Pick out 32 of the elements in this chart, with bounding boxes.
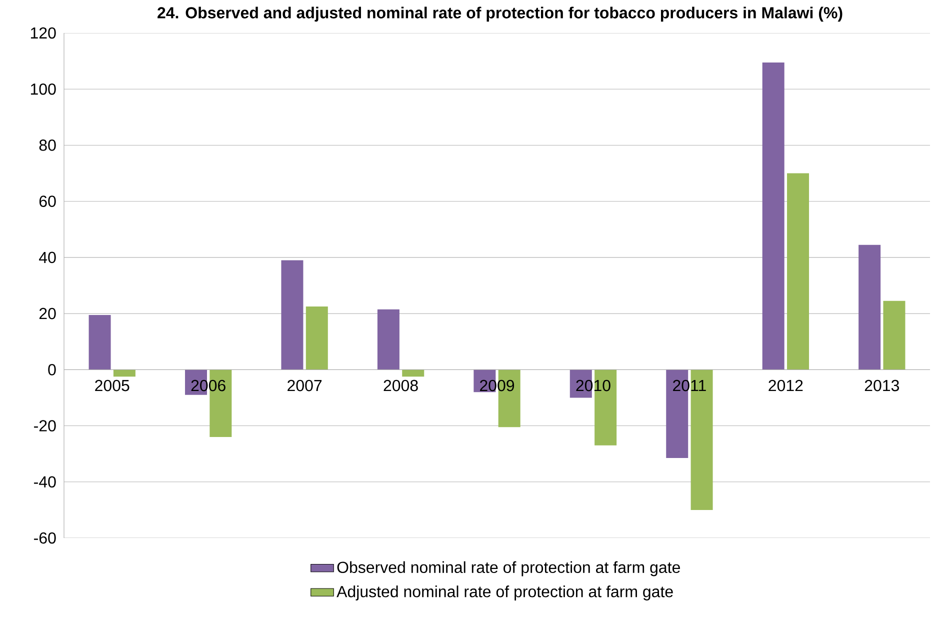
- bar: [762, 62, 784, 370]
- y-tick-label: 60: [39, 196, 56, 207]
- bar: [306, 306, 328, 370]
- x-tick-label: 2010: [576, 380, 610, 392]
- bar: [377, 309, 400, 370]
- x-tick-label: 2011: [673, 380, 706, 392]
- x-tick-label: 2008: [384, 380, 418, 392]
- legend-label: Adjusted nominal rate of protection at farm gate: [336, 586, 673, 600]
- y-tick-label: 20: [39, 308, 56, 320]
- x-tick-label: 2009: [480, 380, 514, 392]
- bar: [883, 300, 906, 370]
- legend-label: Observed nominal rate of protection at farm gate: [337, 561, 680, 576]
- y-tick-label: 80: [39, 140, 56, 151]
- x-tick-label: 2012: [768, 380, 803, 392]
- y-tick-label: -40: [34, 476, 56, 488]
- chart-title: 24. Observed and adjusted nominal rate of protection for tobacco producers in Malawi (%): [158, 6, 842, 22]
- y-tick-label: 40: [39, 252, 56, 264]
- x-tick-label: 2013: [864, 380, 899, 392]
- x-tick-label: 2005: [95, 380, 130, 392]
- bar: [402, 370, 424, 377]
- y-tick-label: -20: [34, 420, 56, 432]
- x-tick-label: 2007: [288, 380, 322, 392]
- bar: [113, 370, 136, 377]
- bar: [281, 260, 304, 370]
- bar: [787, 173, 810, 370]
- y-tick-label: -60: [34, 532, 56, 544]
- x-tick-label: 2006: [191, 380, 226, 392]
- bar: [858, 244, 881, 370]
- bar: [88, 314, 111, 370]
- y-tick-label: 120: [30, 27, 56, 39]
- y-tick-label: 100: [30, 83, 56, 95]
- y-tick-label: 0: [48, 364, 56, 376]
